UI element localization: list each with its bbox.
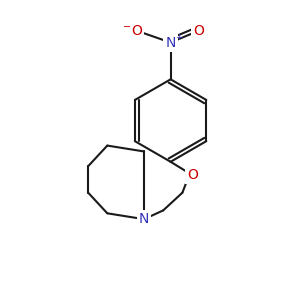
Text: N: N bbox=[165, 35, 176, 50]
Text: O: O bbox=[131, 24, 142, 38]
Text: −: − bbox=[123, 22, 131, 32]
Text: O: O bbox=[193, 24, 204, 38]
Text: N: N bbox=[139, 212, 149, 226]
Text: +: + bbox=[175, 33, 183, 42]
Text: O: O bbox=[187, 168, 198, 182]
